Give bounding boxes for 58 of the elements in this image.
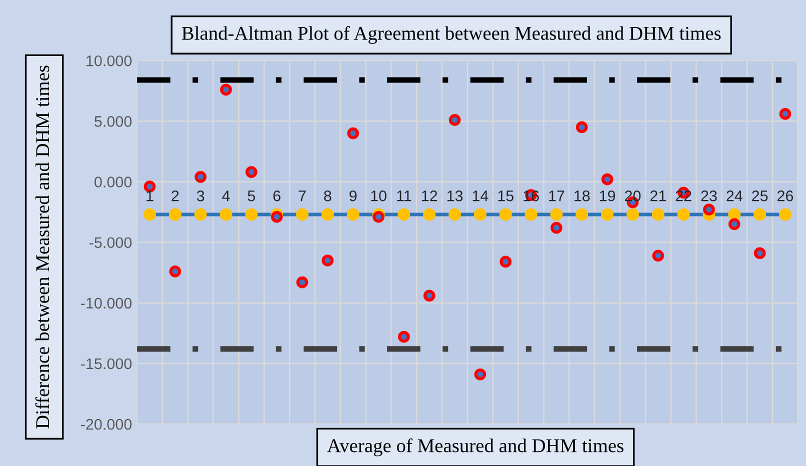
x-tick-label: 2: [172, 190, 179, 202]
x-tick-label: 13: [447, 190, 463, 202]
point: [322, 254, 334, 266]
y-tick-label: 5.000: [94, 116, 132, 127]
chart-title: Bland-Altman Plot of Agreement between Measured and DHM times: [182, 26, 721, 44]
point: [500, 256, 512, 268]
x-tick-label: 1: [146, 190, 154, 202]
point: [423, 290, 436, 302]
x-tick-label: 14: [472, 190, 488, 202]
x-axis-title: Average of Measured and DHM times: [327, 438, 624, 456]
y-tick-label: -20.000: [81, 418, 132, 430]
y-tick-label: 10.000: [86, 55, 132, 66]
y-tick-label: 0.000: [94, 176, 132, 188]
point: [601, 173, 614, 186]
x-tick-label: 10: [371, 190, 386, 202]
point: [270, 210, 283, 223]
x-tick-label: 11: [397, 190, 412, 202]
x-tick-label: 25: [752, 190, 768, 202]
x-tick-label: 7: [298, 190, 306, 202]
point: [194, 170, 206, 183]
point: [779, 108, 792, 120]
x-tick-label: 17: [549, 190, 564, 202]
point: [245, 166, 258, 178]
y-axis-title: Difference between Measured and DHM times: [35, 66, 50, 428]
x-tick-label: 19: [600, 190, 616, 202]
point: [474, 368, 486, 380]
x-tick-label: 6: [273, 190, 280, 202]
x-tick-label: 9: [350, 190, 357, 202]
point: [576, 121, 588, 134]
point: [296, 276, 308, 288]
x-tick-label: 5: [248, 190, 256, 202]
x-tick-label: 20: [624, 190, 641, 202]
x-tick-label: 16: [524, 190, 539, 202]
x-tick-label: 22: [676, 190, 692, 202]
point: [652, 250, 664, 262]
point: [220, 84, 232, 96]
point: [398, 330, 410, 343]
y-tick-label: -10.000: [81, 298, 132, 309]
x-tick-label: 23: [701, 190, 717, 202]
point: [347, 127, 360, 140]
x-tick-label: 12: [422, 190, 438, 202]
point: [169, 265, 182, 278]
point: [728, 218, 740, 230]
point: [372, 210, 384, 223]
x-tick-label: 15: [498, 190, 514, 202]
x-tick-label: 4: [222, 190, 230, 202]
y-tick-label: -5.000: [90, 237, 132, 248]
point: [754, 247, 766, 260]
x-tick-label: 26: [778, 190, 794, 202]
point: [703, 204, 715, 216]
point: [448, 114, 461, 126]
y-tick-label: -15.000: [81, 358, 132, 370]
x-tick-label: 24: [726, 190, 742, 202]
x-tick-label: 3: [196, 190, 204, 202]
x-tick-label: 8: [324, 190, 332, 202]
x-tick-label: 18: [574, 190, 590, 202]
x-tick-label: 21: [650, 190, 666, 202]
point: [550, 222, 562, 234]
